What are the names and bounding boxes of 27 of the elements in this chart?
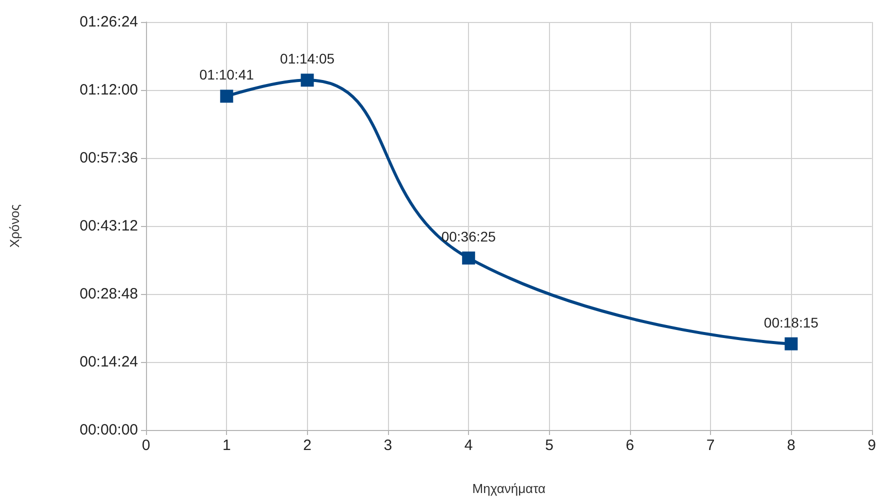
data-label: 01:10:41	[199, 66, 254, 83]
y-tick-label: 00:14:24	[80, 354, 138, 370]
x-tick-label: 6	[626, 437, 634, 454]
y-tick-label: 00:00:00	[80, 422, 138, 438]
x-tick-label: 0	[142, 437, 150, 454]
point	[784, 337, 798, 350]
point	[300, 74, 314, 87]
x-tick-label: 2	[303, 437, 312, 454]
y-tick-label: 00:28:48	[80, 286, 138, 302]
x-tick-label: 9	[868, 437, 876, 454]
y-tick-label: 00:43:12	[80, 218, 138, 234]
x-tick-label: 7	[706, 437, 715, 454]
y-tick-label: 01:26:24	[80, 14, 138, 30]
x-axis-title: Μηχανήματα	[472, 481, 546, 496]
y-axis-title: Χρόνος	[7, 204, 22, 248]
point	[462, 252, 476, 265]
data-label: 01:14:05	[280, 50, 335, 67]
y-tick-label: 01:12:00	[80, 82, 138, 98]
x-tick-label: 4	[464, 437, 473, 454]
x-tick-label: 3	[384, 437, 392, 454]
x-tick-label: 1	[222, 437, 231, 454]
x-tick-label: 8	[787, 437, 796, 454]
point	[220, 90, 234, 103]
data-label: 00:18:15	[764, 314, 819, 330]
y-tick-label: 00:57:36	[80, 150, 138, 166]
x-tick-label: 5	[545, 437, 554, 454]
data-label: 00:36:25	[441, 228, 496, 245]
